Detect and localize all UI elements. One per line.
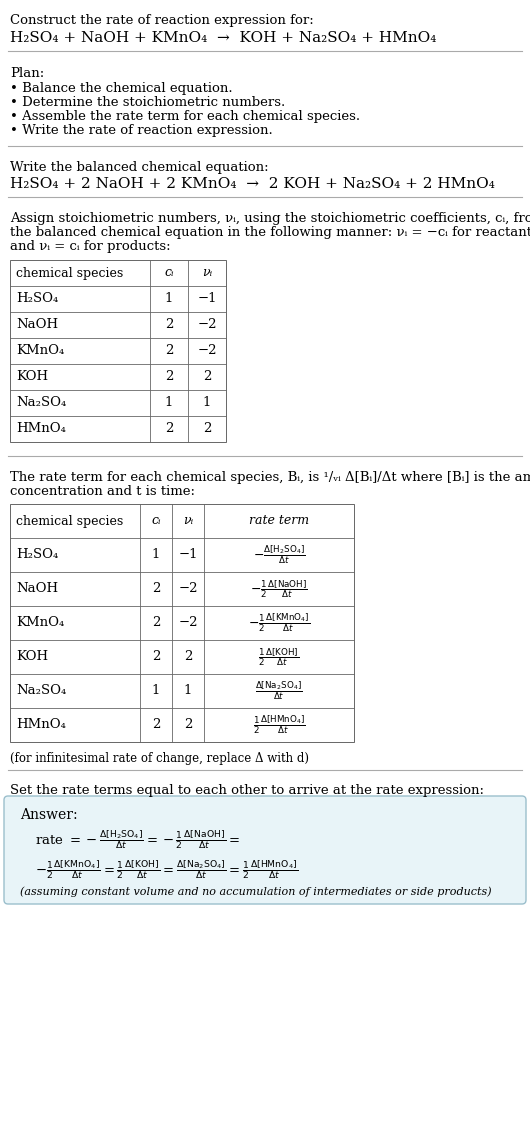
Text: −1: −1 — [197, 292, 217, 306]
Text: KOH: KOH — [16, 370, 48, 384]
Text: 2: 2 — [203, 370, 211, 384]
Text: (assuming constant volume and no accumulation of intermediates or side products): (assuming constant volume and no accumul… — [20, 886, 492, 896]
Text: $\frac{\Delta[\mathrm{Na_2SO_4}]}{\Delta t}$: $\frac{\Delta[\mathrm{Na_2SO_4}]}{\Delta… — [255, 679, 303, 702]
Text: the balanced chemical equation in the following manner: νᵢ = −cᵢ for reactants: the balanced chemical equation in the fo… — [10, 226, 530, 239]
Text: H₂SO₄ + NaOH + KMnO₄  →  KOH + Na₂SO₄ + HMnO₄: H₂SO₄ + NaOH + KMnO₄ → KOH + Na₂SO₄ + HM… — [10, 31, 436, 45]
Text: −2: −2 — [178, 583, 198, 595]
Text: and νᵢ = cᵢ for products:: and νᵢ = cᵢ for products: — [10, 240, 171, 253]
Text: 1: 1 — [203, 396, 211, 409]
Text: $-\frac{\Delta[\mathrm{H_2SO_4}]}{\Delta t}$: $-\frac{\Delta[\mathrm{H_2SO_4}]}{\Delta… — [253, 544, 305, 567]
Text: −2: −2 — [178, 617, 198, 629]
Text: rate term: rate term — [249, 515, 309, 527]
Text: • Write the rate of reaction expression.: • Write the rate of reaction expression. — [10, 124, 273, 137]
Text: • Balance the chemical equation.: • Balance the chemical equation. — [10, 82, 233, 95]
Text: NaOH: NaOH — [16, 583, 58, 595]
Text: $-\frac{1}{2}\frac{\Delta[\mathrm{NaOH}]}{\Delta t}$: $-\frac{1}{2}\frac{\Delta[\mathrm{NaOH}]… — [250, 578, 308, 600]
Bar — [10, 260, 226, 442]
Text: Set the rate terms equal to each other to arrive at the rate expression:: Set the rate terms equal to each other t… — [10, 784, 484, 797]
Text: NaOH: NaOH — [16, 318, 58, 332]
Text: cᵢ: cᵢ — [164, 267, 174, 279]
Text: 2: 2 — [203, 423, 211, 435]
Text: concentration and t is time:: concentration and t is time: — [10, 485, 195, 498]
Text: HMnO₄: HMnO₄ — [16, 423, 66, 435]
Text: chemical species: chemical species — [16, 267, 123, 279]
Text: Write the balanced chemical equation:: Write the balanced chemical equation: — [10, 161, 269, 174]
Bar — [10, 504, 354, 742]
Text: (for infinitesimal rate of change, replace Δ with d): (for infinitesimal rate of change, repla… — [10, 752, 309, 765]
Text: 2: 2 — [152, 583, 160, 595]
Text: H₂SO₄ + 2 NaOH + 2 KMnO₄  →  2 KOH + Na₂SO₄ + 2 HMnO₄: H₂SO₄ + 2 NaOH + 2 KMnO₄ → 2 KOH + Na₂SO… — [10, 177, 495, 191]
Text: $\frac{1}{2}\frac{\Delta[\mathrm{KOH}]}{\Delta t}$: $\frac{1}{2}\frac{\Delta[\mathrm{KOH}]}{… — [259, 646, 299, 668]
Text: Plan:: Plan: — [10, 67, 44, 80]
Text: $\frac{1}{2}\frac{\Delta[\mathrm{HMnO_4}]}{\Delta t}$: $\frac{1}{2}\frac{\Delta[\mathrm{HMnO_4}… — [253, 713, 305, 736]
Text: 2: 2 — [152, 651, 160, 663]
Text: rate $= -\frac{\Delta[\mathrm{H_2SO_4}]}{\Delta t} = -\frac{1}{2}\frac{\Delta[\m: rate $= -\frac{\Delta[\mathrm{H_2SO_4}]}… — [35, 828, 240, 851]
Text: 1: 1 — [165, 292, 173, 306]
Text: KMnO₄: KMnO₄ — [16, 344, 64, 358]
Text: 2: 2 — [184, 651, 192, 663]
Text: The rate term for each chemical species, Bᵢ, is ¹/ᵥᵢ Δ[Bᵢ]/Δt where [Bᵢ] is the : The rate term for each chemical species,… — [10, 471, 530, 484]
Text: 2: 2 — [165, 318, 173, 332]
Text: • Determine the stoichiometric numbers.: • Determine the stoichiometric numbers. — [10, 97, 285, 109]
Text: 2: 2 — [165, 370, 173, 384]
Text: Na₂SO₄: Na₂SO₄ — [16, 685, 66, 698]
Text: Assign stoichiometric numbers, νᵢ, using the stoichiometric coefficients, cᵢ, fr: Assign stoichiometric numbers, νᵢ, using… — [10, 212, 530, 225]
Text: cᵢ: cᵢ — [151, 515, 161, 527]
Text: H₂SO₄: H₂SO₄ — [16, 549, 58, 561]
Text: chemical species: chemical species — [16, 515, 123, 527]
Text: Na₂SO₄: Na₂SO₄ — [16, 396, 66, 409]
Text: 2: 2 — [152, 718, 160, 732]
Text: −2: −2 — [197, 344, 217, 358]
Text: $-\frac{1}{2}\frac{\Delta[\mathrm{KMnO_4}]}{\Delta t} = \frac{1}{2}\frac{\Delta[: $-\frac{1}{2}\frac{\Delta[\mathrm{KMnO_4… — [35, 858, 298, 880]
Text: 1: 1 — [165, 396, 173, 409]
Text: $-\frac{1}{2}\frac{\Delta[\mathrm{KMnO_4}]}{\Delta t}$: $-\frac{1}{2}\frac{\Delta[\mathrm{KMnO_4… — [248, 611, 310, 634]
Text: 2: 2 — [165, 344, 173, 358]
Text: 1: 1 — [152, 685, 160, 698]
Text: HMnO₄: HMnO₄ — [16, 718, 66, 732]
FancyBboxPatch shape — [4, 796, 526, 904]
Text: νᵢ: νᵢ — [183, 515, 193, 527]
Text: Answer:: Answer: — [20, 808, 77, 822]
Text: 2: 2 — [165, 423, 173, 435]
Text: Construct the rate of reaction expression for:: Construct the rate of reaction expressio… — [10, 14, 314, 27]
Text: KMnO₄: KMnO₄ — [16, 617, 64, 629]
Text: 2: 2 — [184, 718, 192, 732]
Text: −2: −2 — [197, 318, 217, 332]
Text: H₂SO₄: H₂SO₄ — [16, 292, 58, 306]
Text: 1: 1 — [184, 685, 192, 698]
Text: • Assemble the rate term for each chemical species.: • Assemble the rate term for each chemic… — [10, 110, 360, 123]
Text: νᵢ: νᵢ — [202, 267, 212, 279]
Text: −1: −1 — [178, 549, 198, 561]
Text: 2: 2 — [152, 617, 160, 629]
Text: KOH: KOH — [16, 651, 48, 663]
Text: 1: 1 — [152, 549, 160, 561]
